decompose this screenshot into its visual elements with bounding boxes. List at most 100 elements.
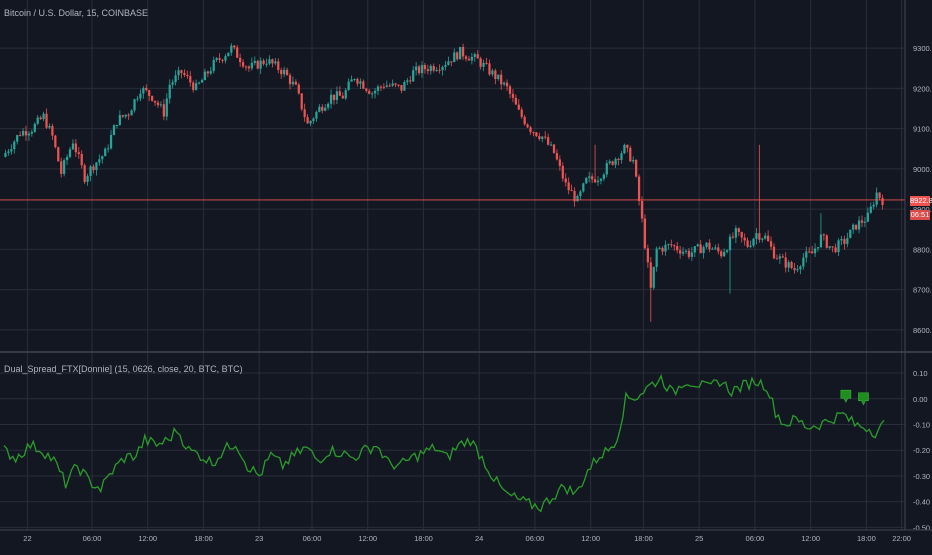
candle-body [787, 262, 790, 268]
candle-body [822, 234, 825, 236]
candle-body [36, 117, 39, 124]
candle-body [16, 135, 19, 142]
indicator-tick-label: -0.30 [913, 472, 930, 481]
candle-body [250, 62, 253, 69]
candle-body [681, 251, 685, 254]
candle-body [860, 220, 864, 223]
candle-body [285, 69, 289, 76]
candle-body [643, 218, 647, 249]
candle-body [98, 159, 101, 163]
candle-body [591, 176, 594, 180]
indicator-tick-label: -0.50 [913, 523, 930, 532]
candle-body [520, 109, 523, 117]
candle-body [793, 267, 796, 271]
candle-body [268, 59, 271, 64]
price-tick-label: 9200.00 [913, 84, 932, 93]
candle-body [335, 91, 339, 100]
candle-body [585, 177, 588, 184]
candle-body [552, 144, 556, 153]
candle-body [13, 141, 16, 150]
candle-body [743, 237, 746, 241]
candle-body [368, 90, 371, 94]
candle-body [673, 245, 676, 247]
candle-body [89, 166, 92, 176]
price-chart-title[interactable]: Bitcoin / U.S. Dollar, 15, COINBASE [4, 8, 149, 18]
candle-body [878, 192, 881, 198]
indicator-title[interactable]: Dual_Spread_FTX[Donnie] (15, 0626, close… [4, 364, 243, 374]
candle-body [33, 123, 36, 132]
candle-body [708, 242, 711, 250]
candle-body [473, 54, 476, 57]
candle-body [121, 115, 124, 117]
candle-body [444, 64, 447, 67]
candle-body [294, 81, 297, 85]
candle-body [769, 241, 773, 247]
candle-body [635, 160, 638, 177]
candle-body [101, 156, 104, 160]
candle-body [186, 74, 189, 77]
candle-body [321, 106, 324, 111]
candle-body [805, 251, 808, 258]
candle-body [10, 149, 13, 152]
candle-body [171, 82, 174, 85]
signal-marker [840, 389, 852, 403]
candle-body [373, 90, 377, 94]
candle-body [306, 117, 309, 124]
candle-body [482, 62, 485, 67]
spread-line [3, 373, 885, 513]
candle-body [834, 247, 837, 253]
candle-body [391, 83, 394, 86]
time-tick-label: 12:00 [581, 534, 600, 543]
candle-body [71, 143, 75, 150]
candle-body [579, 191, 582, 197]
candle-body [344, 90, 347, 99]
candle-body [300, 93, 303, 110]
candle-body [778, 256, 781, 259]
candle-body [429, 66, 432, 72]
candle-body [755, 233, 758, 239]
candle-body [406, 80, 409, 83]
candle-body [133, 99, 136, 111]
time-tick-label: 06:00 [526, 534, 545, 543]
candle-body [54, 135, 57, 148]
candle-body [57, 147, 60, 162]
time-tick-label: 18:00 [857, 534, 876, 543]
candle-body [48, 125, 51, 128]
candle-body [558, 159, 561, 166]
candle-body [564, 178, 567, 183]
candle-body [4, 152, 7, 157]
candle-body [588, 176, 591, 178]
candle-body [183, 72, 186, 75]
axes: 9300.00 9200.00 9100.00 9000.00 8900.00 8800.… [0, 0, 932, 543]
candle-body [737, 228, 740, 232]
candle-body [288, 75, 292, 85]
candle-body [329, 94, 333, 104]
candle-body [156, 102, 160, 106]
candle-body [19, 135, 22, 137]
candle-body [256, 60, 259, 69]
candle-body [699, 244, 702, 254]
candle-body [467, 58, 471, 61]
candle-body [734, 228, 737, 238]
candle-body [705, 242, 708, 248]
candle-body [655, 248, 658, 267]
candle-body [693, 246, 696, 253]
candle-body [385, 85, 388, 87]
candle-body [538, 136, 541, 139]
candle-body [596, 180, 600, 183]
candle-body [761, 238, 764, 240]
signal-markers [840, 389, 869, 406]
candle-body [849, 229, 852, 239]
candle-body [626, 144, 629, 148]
candle-body [227, 52, 230, 57]
candle-body [866, 212, 869, 222]
candle-body [309, 120, 312, 124]
candle-body [397, 84, 400, 86]
candle-body [253, 60, 256, 63]
candle-body [127, 114, 130, 116]
time-tick-label: 18:00 [414, 534, 433, 543]
candle-body [24, 131, 28, 136]
candle-body [825, 235, 828, 248]
